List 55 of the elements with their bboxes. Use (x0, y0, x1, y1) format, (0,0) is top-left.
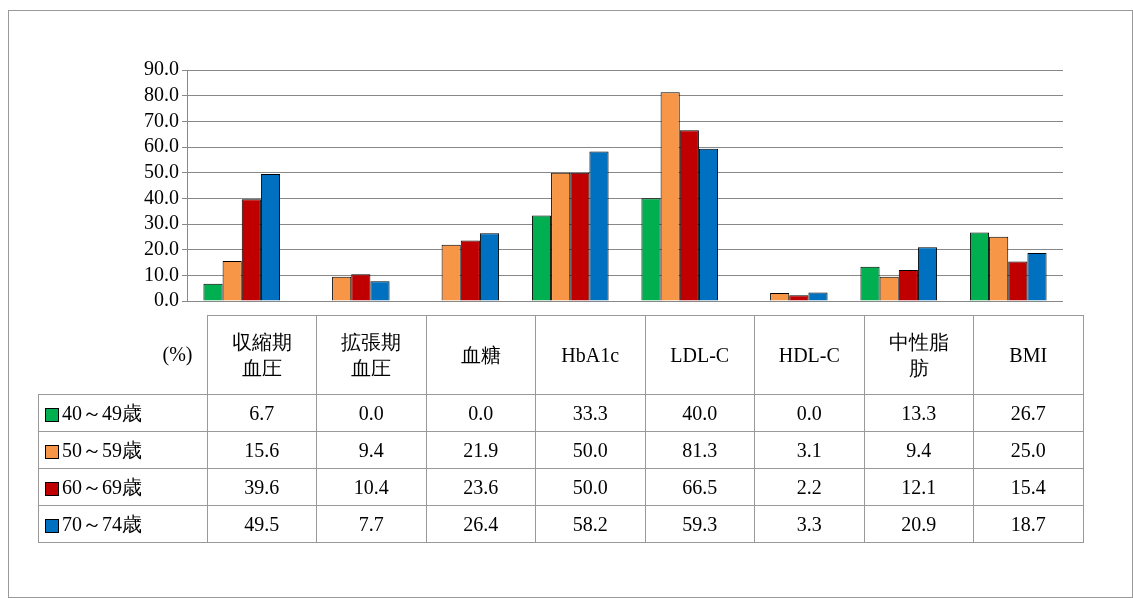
y-tick-label: 90.0 (144, 57, 179, 80)
data-label: 7.7 (316, 505, 426, 543)
data-label: 0.0 (754, 394, 864, 432)
data-label: 66.5 (645, 468, 755, 506)
data-label: 25.0 (973, 431, 1083, 469)
data-label: 26.7 (973, 394, 1083, 432)
data-label: 39.6 (207, 468, 317, 506)
data-label: 59.3 (645, 505, 755, 543)
data-label: 13.3 (864, 394, 974, 432)
data-label: 6.7 (207, 394, 317, 432)
y-tick-label: 10.0 (144, 262, 179, 285)
y-tick-label: 0.0 (154, 288, 179, 311)
x-tick-label: 中性脂肪 (887, 330, 950, 381)
data-label: 3.3 (754, 505, 864, 543)
x-tick-label: 血糖 (459, 343, 502, 368)
x-tick-label: LDL-C (669, 343, 731, 368)
data-label: 9.4 (316, 431, 426, 469)
x-tick-label: 収縮期血圧 (230, 330, 293, 381)
y-tick-label: 30.0 (144, 211, 179, 234)
data-label: 15.4 (973, 468, 1083, 506)
y-axis-title: (%) (38, 315, 207, 395)
x-tick-label: HDL-C (777, 343, 841, 368)
data-label: 58.2 (535, 505, 645, 543)
data-label: 12.1 (864, 468, 974, 506)
data-label: 50.0 (535, 468, 645, 506)
y-tick-label: 70.0 (144, 108, 179, 131)
data-label: 33.3 (535, 394, 645, 432)
y-tick-label: 80.0 (144, 82, 179, 105)
data-label: 10.4 (316, 468, 426, 506)
data-label: 9.4 (864, 431, 974, 469)
data-label: 40.0 (645, 394, 755, 432)
data-label: 81.3 (645, 431, 755, 469)
data-label: 20.9 (864, 505, 974, 543)
legend-label: 40～49歳 (38, 394, 207, 432)
y-tick-label: 50.0 (144, 159, 179, 182)
data-label: 50.0 (535, 431, 645, 469)
data-label: 15.6 (207, 431, 317, 469)
data-label: 26.4 (426, 505, 536, 543)
legend-label: 50～59歳 (38, 431, 207, 469)
data-label: 0.0 (426, 394, 536, 432)
y-tick-label: 60.0 (144, 134, 179, 157)
data-label: 49.5 (207, 505, 317, 543)
data-label: 21.9 (426, 431, 536, 469)
x-tick-label: 拡張期血圧 (340, 330, 403, 381)
data-label: 18.7 (973, 505, 1083, 543)
y-tick-label: 40.0 (144, 185, 179, 208)
data-label: 2.2 (754, 468, 864, 506)
data-label: 3.1 (754, 431, 864, 469)
legend-label: 70～74歳 (38, 505, 207, 543)
legend-label: 60～69歳 (38, 468, 207, 506)
x-tick-label: HbA1c (560, 343, 621, 368)
data-label: 0.0 (316, 394, 426, 432)
x-tick-label: BMI (1008, 343, 1049, 368)
y-tick-label: 20.0 (144, 236, 179, 259)
data-label: 23.6 (426, 468, 536, 506)
